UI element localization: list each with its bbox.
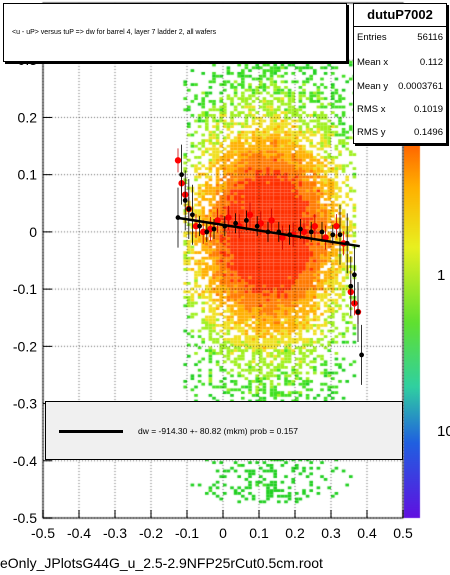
x-tick-label: 0.1 bbox=[249, 525, 269, 541]
y-tick-label: 0 bbox=[29, 224, 37, 240]
z-tick-label: 10 bbox=[437, 423, 450, 440]
black-profile-point bbox=[308, 229, 314, 235]
stats-name: dutuP7002 bbox=[354, 4, 446, 27]
red-profile-point bbox=[214, 217, 221, 224]
y-tick-label: 0.1 bbox=[18, 167, 38, 183]
black-profile-point bbox=[211, 226, 217, 232]
stats-value: 0.1496 bbox=[413, 127, 443, 138]
y-tick-label: -0.1 bbox=[13, 281, 37, 297]
stats-row: RMS y 0.1496 bbox=[357, 127, 443, 141]
black-profile-point bbox=[348, 283, 354, 289]
y-tick-label: 0.2 bbox=[18, 109, 38, 125]
z-tick-label: 1 bbox=[437, 267, 445, 284]
red-profile-point bbox=[268, 217, 275, 224]
black-profile-point bbox=[330, 232, 336, 238]
red-profile-point bbox=[200, 228, 207, 236]
red-profile-point bbox=[333, 222, 340, 230]
black-profile-point bbox=[244, 218, 249, 223]
x-tick-label: -0.5 bbox=[31, 525, 55, 541]
black-profile-point bbox=[204, 229, 210, 235]
black-profile-point bbox=[190, 212, 195, 218]
stats-value: 0.0003761 bbox=[398, 81, 443, 92]
title-box: <u - uP> versus tuP => dw for barrel 4, … bbox=[3, 3, 347, 62]
x-tick-label: 0.4 bbox=[357, 525, 377, 541]
red-profile-point bbox=[225, 214, 232, 221]
stats-row: RMS x 0.1019 bbox=[357, 104, 443, 118]
red-profile-point bbox=[192, 222, 200, 230]
red-profile-point bbox=[246, 211, 254, 218]
black-profile-point bbox=[337, 232, 343, 238]
stats-value: 56116 bbox=[417, 32, 443, 43]
stats-box: dutuP7002 Entries 56116 Mean x 0.112 Mean … bbox=[353, 3, 447, 144]
x-tick-label: -0.3 bbox=[103, 525, 127, 541]
black-profile-point bbox=[254, 223, 260, 229]
stats-key: Entries bbox=[357, 32, 387, 43]
red-profile-point bbox=[322, 234, 329, 241]
legend-text: dw = -914.30 +- 80.82 (mkm) prob = 0.157 bbox=[138, 426, 298, 436]
stats-value: 0.1019 bbox=[413, 104, 443, 115]
x-tick-label: 0.5 bbox=[393, 525, 413, 541]
black-profile-point bbox=[298, 226, 303, 232]
x-tick-label: 0 bbox=[219, 525, 227, 541]
stats-key: RMS x bbox=[357, 104, 386, 115]
red-profile-point bbox=[279, 234, 286, 241]
fit-legend: dw = -914.30 +- 80.82 (mkm) prob = 0.157 bbox=[45, 401, 403, 460]
red-profile-point bbox=[311, 222, 318, 230]
black-profile-point bbox=[182, 198, 188, 203]
black-profile-point bbox=[319, 229, 325, 235]
y-tick-label: -0.3 bbox=[13, 396, 37, 412]
legend-line-swatch bbox=[59, 430, 123, 433]
x-tick-label: 0.2 bbox=[285, 525, 305, 541]
stats-row: Mean y 0.0003761 bbox=[357, 81, 443, 95]
stats-key: Mean y bbox=[357, 81, 389, 92]
stats-row: Entries 56116 bbox=[357, 32, 443, 46]
file-label: eOnly_JPlotsG44G_u_2.5-2.9NFP25rCut0.5cm… bbox=[0, 555, 323, 571]
stats-key: Mean x bbox=[357, 57, 389, 68]
black-profile-point bbox=[197, 223, 203, 229]
stats-row: Mean x 0.112 bbox=[357, 57, 443, 71]
y-tick-label: -0.2 bbox=[13, 338, 37, 354]
y-tick-label: -0.4 bbox=[13, 453, 37, 469]
stats-key: RMS y bbox=[357, 127, 386, 138]
black-profile-point bbox=[352, 272, 357, 278]
black-profile-point bbox=[179, 172, 185, 178]
x-tick-label: -0.1 bbox=[175, 525, 199, 541]
y-tick-label: -0.5 bbox=[13, 510, 37, 526]
black-profile-point bbox=[186, 206, 192, 212]
stats-value: 0.112 bbox=[419, 57, 443, 68]
red-profile-point bbox=[174, 157, 182, 164]
fit-line bbox=[176, 216, 360, 248]
plot-title: <u - uP> versus tuP => dw for barrel 4, … bbox=[12, 29, 217, 36]
black-profile-point bbox=[233, 220, 239, 226]
x-tick-label: -0.4 bbox=[67, 525, 91, 541]
black-profile-point bbox=[359, 352, 364, 358]
x-tick-label: 0.3 bbox=[321, 525, 341, 541]
black-profile-point bbox=[355, 309, 361, 315]
x-tick-label: -0.2 bbox=[139, 525, 163, 541]
